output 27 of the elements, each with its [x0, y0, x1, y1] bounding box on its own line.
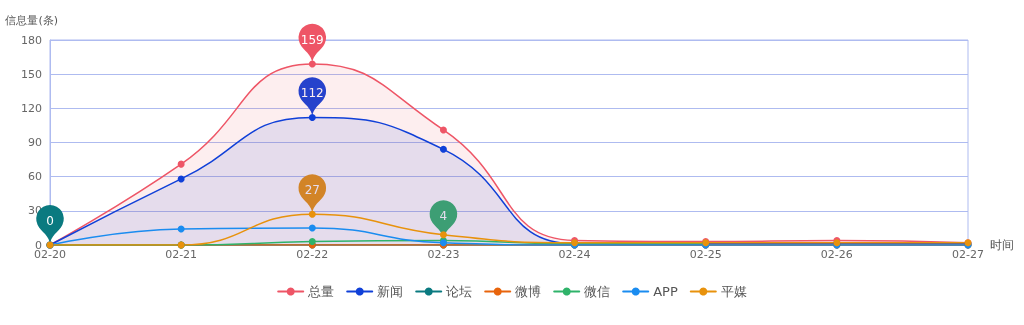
x-tick-label: 02-23 — [427, 248, 460, 261]
legend-label: APP — [653, 284, 678, 299]
legend-label: 总量 — [307, 284, 335, 299]
x-tick-label: 02-24 — [558, 248, 591, 261]
data-label: 27 — [304, 183, 320, 198]
x-tick-label: 02-21 — [165, 248, 198, 261]
x-tick-label: 02-26 — [820, 248, 853, 261]
data-label: 112 — [300, 86, 324, 101]
y-tick-label: 120 — [21, 101, 42, 115]
legend-label: 微博 — [515, 284, 542, 299]
legend-label: 论坛 — [446, 284, 473, 299]
y-axis-title: 信息量(条) — [5, 14, 58, 27]
legend-label: 微信 — [584, 284, 611, 299]
x-tick-label: 02-20 — [34, 248, 66, 261]
legend-label: 新闻 — [377, 284, 404, 299]
x-axis-title: 时间 — [989, 238, 1014, 252]
x-tick-label: 02-22 — [296, 248, 329, 261]
y-tick-label: 150 — [21, 67, 42, 81]
y-tick-label: 60 — [28, 170, 42, 184]
legend-label: 平媒 — [720, 284, 747, 299]
y-tick-label: 180 — [21, 33, 42, 47]
data-label: 4 — [439, 209, 448, 224]
data-label: 0 — [46, 213, 54, 228]
y-tick-label: 90 — [28, 136, 42, 149]
x-tick-label: 02-27 — [952, 248, 984, 261]
x-tick-label: 02-25 — [689, 248, 722, 261]
data-label: 159 — [300, 32, 324, 47]
